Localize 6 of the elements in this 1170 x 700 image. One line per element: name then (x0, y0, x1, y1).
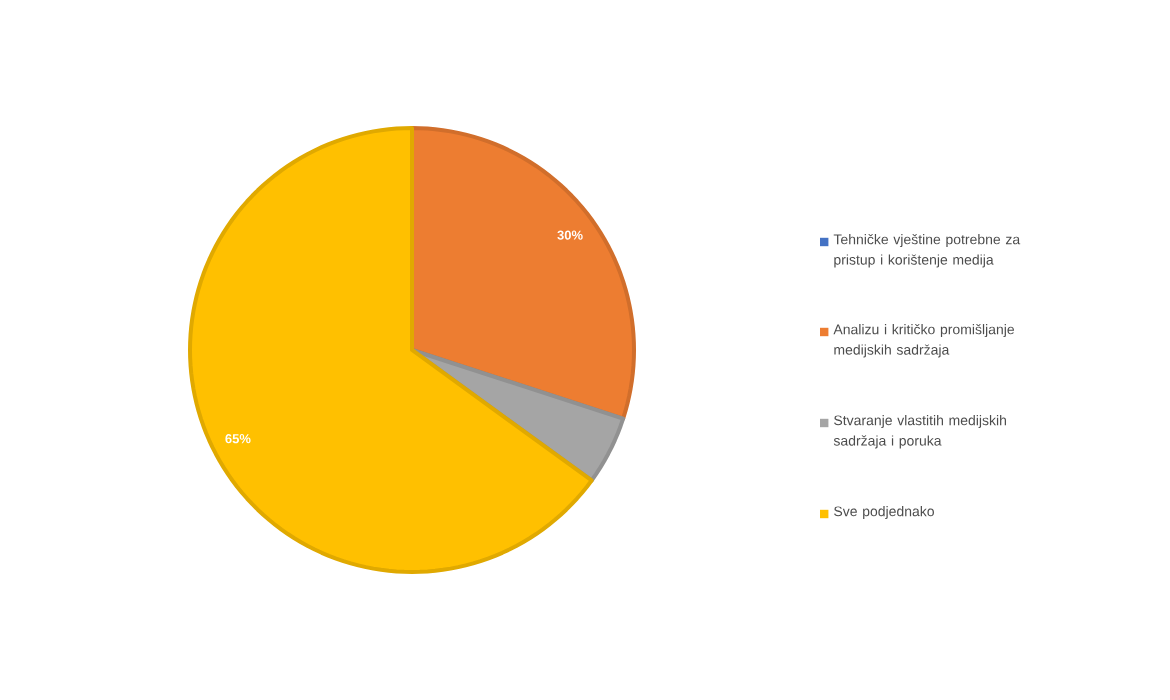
legend-label: Sve podjednako (834, 506, 934, 520)
legend-label: Stvaranje vlastitih medijskih sadržaja i poruka (833, 415, 1006, 449)
data-label: 65% (225, 434, 251, 444)
data-label: 30% (557, 230, 583, 240)
legend-label: Tehničke vještine potrebne za pristup i korištenje medija (833, 233, 1021, 268)
legend-label: Analizu i kritičko promišljanje medijskih sadržaja (833, 323, 1015, 358)
